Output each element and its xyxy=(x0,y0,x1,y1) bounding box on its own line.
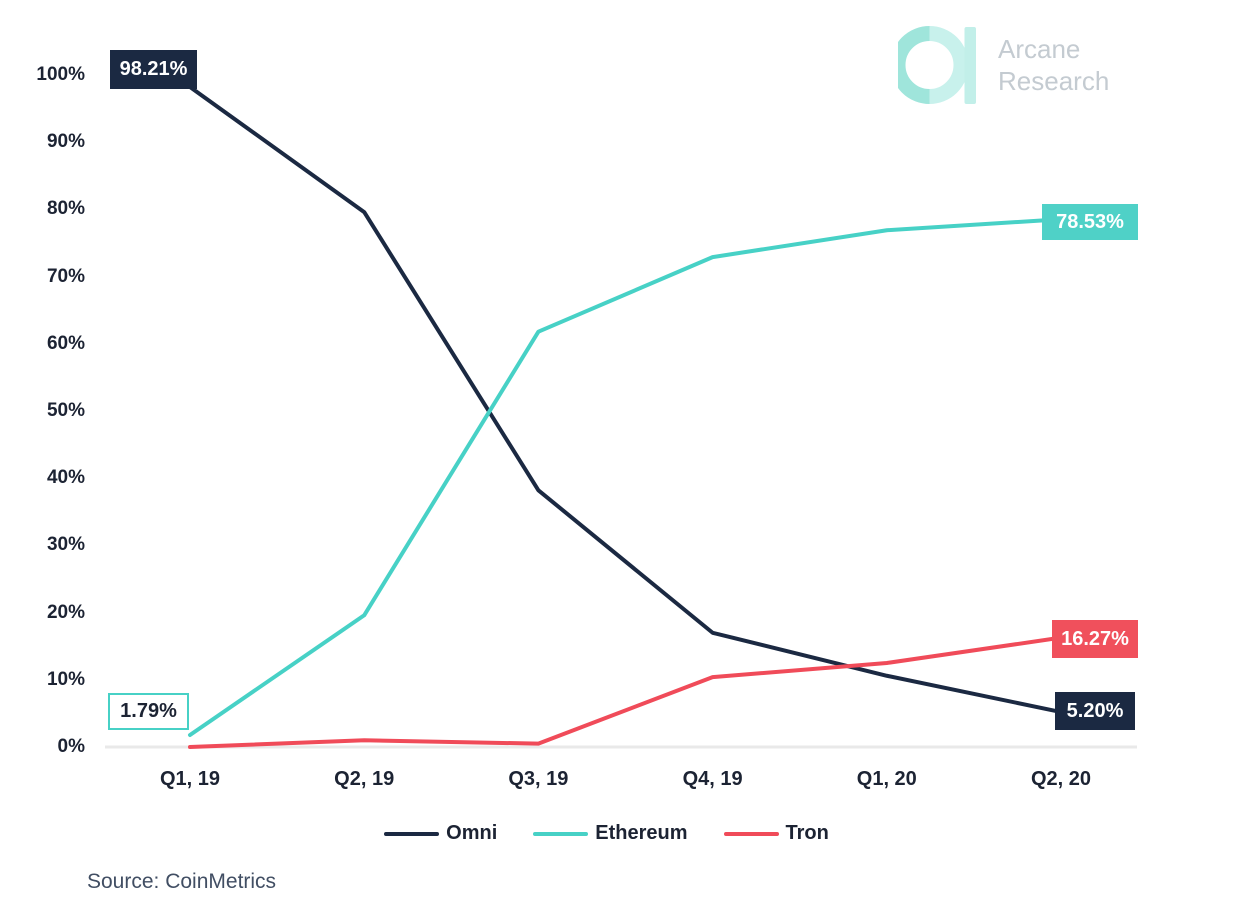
arcane-logo-icon xyxy=(898,26,976,104)
legend-item-tron: Tron xyxy=(723,822,829,845)
data-label-omni-start: 98.21% xyxy=(110,50,197,89)
legend-label: Omni xyxy=(446,822,498,844)
y-tick-label: 60% xyxy=(46,332,85,354)
x-axis-label: Q2, 19 xyxy=(334,768,395,790)
data-label-ethereum-start: 1.79% xyxy=(108,693,189,730)
legend-label: Ethereum xyxy=(595,822,688,844)
x-axis-label: Q1, 20 xyxy=(856,768,917,790)
data-label-ethereum-end: 78.53% xyxy=(1042,204,1138,240)
y-tick-label: 20% xyxy=(46,601,85,623)
x-axis-label: Q4, 19 xyxy=(682,768,743,790)
logo-text: Arcane Research xyxy=(998,33,1109,97)
series-line-omni xyxy=(188,85,1063,715)
x-axis-label: Q2, 20 xyxy=(1030,768,1092,790)
legend-swatch-omni xyxy=(384,831,440,836)
logo-text-line1: Arcane xyxy=(998,34,1081,64)
y-tick-label: 30% xyxy=(46,534,85,556)
legend-swatch-ethereum xyxy=(533,831,589,836)
y-tick-label: 10% xyxy=(46,668,85,690)
y-tick-label: 40% xyxy=(46,467,85,489)
y-tick-label: 80% xyxy=(46,198,85,220)
legend-item-ethereum: Ethereum xyxy=(533,822,688,845)
x-axis-label: Q1, 19 xyxy=(159,768,221,790)
series-line-tron xyxy=(188,635,1063,749)
legend: Omni Ethereum Tron xyxy=(0,822,1213,845)
y-tick-label: 100% xyxy=(36,64,85,85)
series-line-ethereum xyxy=(188,217,1063,737)
x-axis-label: Q3, 19 xyxy=(508,768,569,790)
data-label-tron-end: 16.27% xyxy=(1052,620,1138,658)
legend-swatch-tron xyxy=(723,831,779,836)
legend-label: Tron xyxy=(785,822,829,844)
y-tick-label: 70% xyxy=(46,265,85,287)
y-tick-label: 0% xyxy=(57,736,85,757)
legend-item-omni: Omni xyxy=(384,822,497,845)
y-tick-label: 90% xyxy=(46,131,85,153)
data-label-omni-end: 5.20% xyxy=(1055,692,1135,730)
logo-text-line2: Research xyxy=(998,66,1110,96)
y-tick-label: 50% xyxy=(46,400,85,421)
arcane-research-logo: Arcane Research xyxy=(898,24,1109,106)
source-label: Source: CoinMetrics xyxy=(87,870,277,893)
